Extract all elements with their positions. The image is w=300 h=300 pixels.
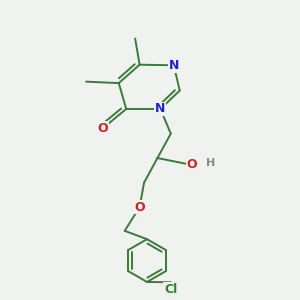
Text: H: H bbox=[206, 158, 216, 168]
Text: Cl: Cl bbox=[164, 283, 177, 296]
Text: O: O bbox=[97, 122, 108, 135]
Text: O: O bbox=[186, 158, 197, 171]
Text: N: N bbox=[155, 103, 166, 116]
Text: O: O bbox=[134, 201, 145, 214]
Text: N: N bbox=[169, 59, 179, 72]
